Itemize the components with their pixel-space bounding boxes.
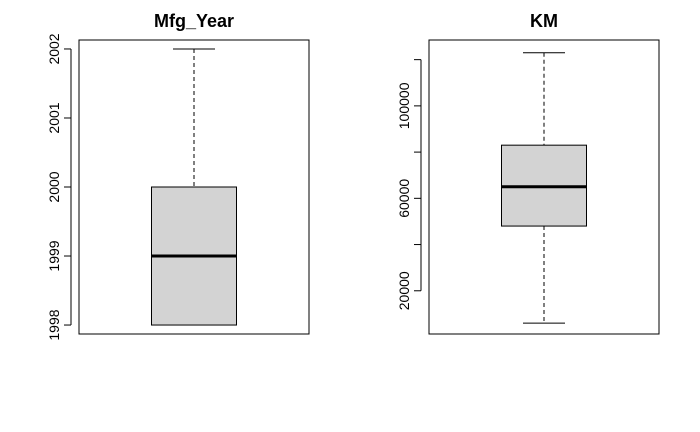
y-tick-label-mfg-year: 2000 [46,171,62,202]
y-tick-label-mfg-year: 1998 [46,309,62,340]
y-tick-label-mfg-year: 2001 [46,102,62,133]
y-axis-km: 20000 60000 100000 [396,59,422,310]
y-tick-label-km: 60000 [396,179,412,218]
y-axis-mfg-year: 1998 1999 2000 2001 2002 [46,33,72,341]
chart-title-km: KM [530,11,558,31]
box-mfg-year [151,48,237,326]
y-tick-label-km: 100000 [396,82,412,129]
box-km [501,52,587,324]
y-tick-label-km: 20000 [396,271,412,310]
plot-frame-mfg-year [78,39,310,335]
chart-title-mfg-year: Mfg_Year [154,11,234,31]
plot-frame-km [428,39,660,335]
panel-km: KM 20000 60000 100000 [396,11,660,335]
y-tick-label-mfg-year: 1999 [46,240,62,271]
y-tick-label-mfg-year: 2002 [46,33,62,64]
panel-mfg-year: Mfg_Year 1998 1999 2000 2001 2002 [46,11,310,341]
